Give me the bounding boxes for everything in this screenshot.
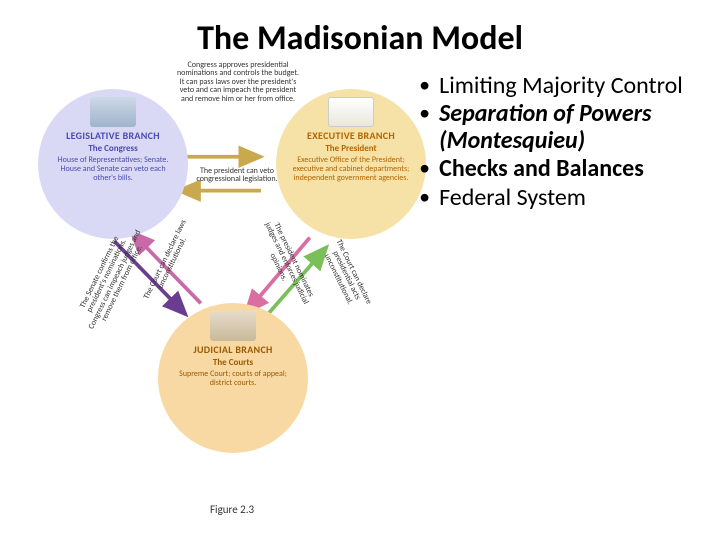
supreme-court-icon	[210, 311, 256, 341]
bullet-item: Separation of Powers (Montesquieu)	[417, 101, 692, 154]
bullet-text: Federal System	[439, 183, 586, 212]
judicial-body: Supreme Court; courts of appeal; distric…	[164, 370, 302, 388]
judicial-sub: The Courts	[213, 357, 253, 368]
bullet-text: Checks and Balances	[439, 154, 644, 183]
executive-branch-circle: EXECUTIVE BRANCH The President Executive…	[276, 89, 426, 239]
bullet-item: Limiting Majority Control	[417, 73, 692, 99]
bullet-list: Limiting Majority Control Separation of …	[413, 67, 692, 487]
legislative-branch-circle: LEGISLATIVE BRANCH The Congress House of…	[38, 89, 188, 239]
branches-diagram: LEGISLATIVE BRANCH The Congress House of…	[28, 67, 413, 487]
legislative-body: House of Representatives; Senate. House …	[44, 156, 182, 182]
slide-title: The Madisonian Model	[28, 18, 692, 59]
bullet-item: Checks and Balances	[417, 156, 692, 182]
label-leg-to-exe: Congress approves presidential nominatio…	[174, 61, 302, 103]
legislative-title: LEGISLATIVE BRANCH	[66, 129, 160, 142]
bullet-text: Separation of Powers (Montesquieu)	[439, 99, 651, 154]
slide: The Madisonian Model	[0, 0, 720, 540]
label-exe-to-leg: The president can veto congressional leg…	[192, 167, 282, 184]
bullet-item: Federal System	[417, 185, 692, 211]
capitol-icon	[90, 97, 136, 127]
executive-sub: The President	[325, 143, 376, 154]
judicial-title: JUDICIAL BRANCH	[193, 343, 272, 356]
slide-content: LEGISLATIVE BRANCH The Congress House of…	[28, 67, 692, 487]
judicial-branch-circle: JUDICIAL BRANCH The Courts Supreme Court…	[158, 303, 308, 453]
executive-title: EXECUTIVE BRANCH	[307, 129, 395, 142]
bullet-text: Limiting Majority Control	[439, 71, 683, 100]
legislative-sub: The Congress	[88, 143, 137, 154]
figure-caption: Figure 2.3	[210, 503, 254, 516]
executive-body: Executive Office of the President; execu…	[282, 156, 420, 182]
whitehouse-icon	[328, 97, 374, 127]
